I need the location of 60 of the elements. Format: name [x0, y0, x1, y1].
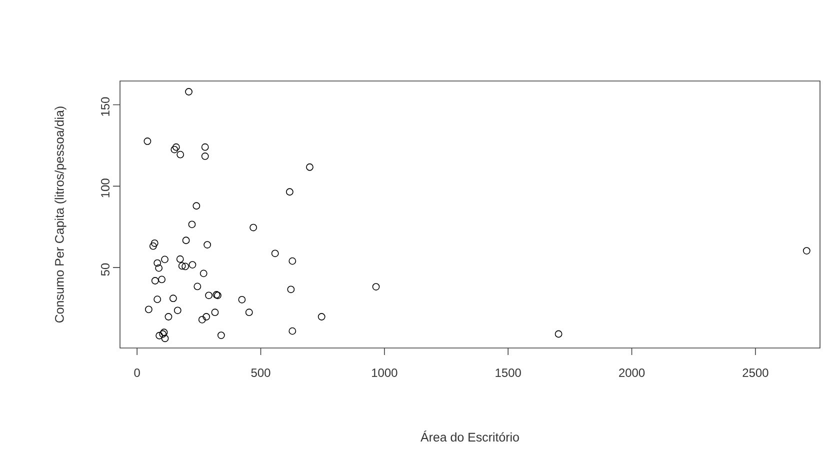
point [144, 138, 152, 145]
y-tick-label: 100 [101, 178, 110, 198]
point [149, 242, 157, 250]
y-tick-label: 50 [101, 263, 110, 276]
point [192, 202, 200, 210]
point [211, 308, 219, 316]
x-tick-label: 0 [134, 368, 140, 377]
point [200, 270, 208, 278]
point [245, 308, 253, 316]
point [238, 296, 246, 304]
point [554, 330, 562, 338]
point [154, 296, 162, 304]
point [288, 327, 296, 335]
point [176, 150, 184, 158]
point [170, 146, 178, 154]
point [372, 283, 380, 290]
x-tick-label: 1000 [372, 368, 398, 377]
point [176, 255, 184, 263]
point [286, 188, 294, 196]
point [154, 259, 162, 267]
point [271, 250, 279, 258]
x-tick-label: 2500 [742, 368, 768, 377]
point [178, 262, 186, 270]
point [174, 306, 182, 314]
x-axis-title: Área do Escritório [420, 430, 519, 442]
point [150, 239, 158, 247]
point [198, 316, 206, 324]
point [151, 277, 159, 284]
y-axis-title: Consumo Per Capita (litros/pessoa/dia) [54, 106, 66, 323]
point [250, 224, 258, 232]
point [306, 163, 314, 171]
point [217, 332, 225, 339]
point [288, 257, 296, 265]
point [188, 220, 196, 228]
y-tick-label: 150 [101, 97, 110, 116]
point [161, 256, 168, 264]
point [144, 306, 152, 314]
point [202, 313, 210, 320]
point [164, 313, 172, 320]
point [185, 88, 192, 96]
point [155, 264, 163, 272]
point [204, 241, 212, 248]
x-tick-label: 500 [251, 368, 270, 377]
point [188, 261, 196, 269]
point [182, 262, 189, 270]
point [158, 276, 166, 284]
point [201, 152, 209, 160]
point [802, 247, 810, 254]
point [205, 292, 212, 300]
point [169, 294, 177, 302]
x-tick-label: 1500 [496, 368, 521, 377]
point [182, 236, 190, 244]
point [287, 286, 295, 294]
point [161, 334, 169, 342]
point [201, 143, 209, 151]
point [172, 143, 180, 151]
x-tick-label: 2000 [619, 368, 645, 377]
point [156, 332, 164, 340]
point [318, 313, 326, 320]
point [194, 282, 202, 290]
